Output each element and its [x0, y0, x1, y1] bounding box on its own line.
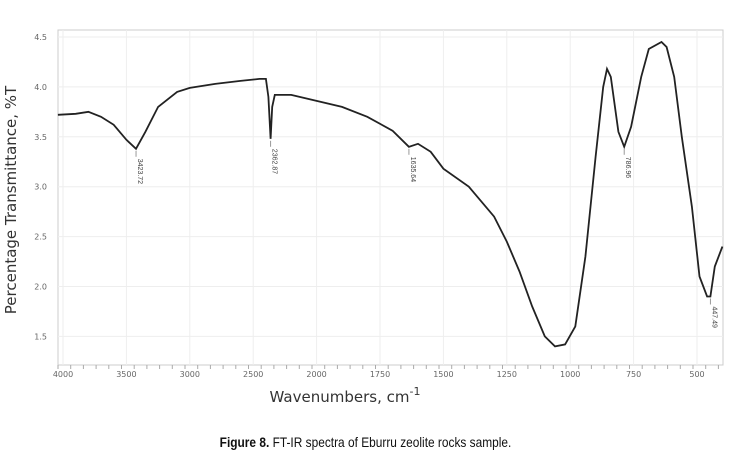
peak-label: 3423.72 — [136, 159, 143, 184]
x-tick-label: 2500 — [243, 370, 263, 379]
x-tick-label: 3500 — [116, 370, 136, 379]
plot-area — [57, 29, 724, 366]
peak-label: 2362.87 — [271, 149, 278, 174]
x-tick-label: 500 — [689, 370, 704, 379]
peak-label: 786.96 — [624, 157, 631, 179]
peak-label: 447.49 — [710, 306, 717, 328]
x-axis-label: Wavenumbers, cm-1 — [270, 385, 421, 406]
y-axis-label: Percentage Transmittance, %T — [2, 85, 20, 314]
x-tick-label: 750 — [626, 370, 641, 379]
ftir-chart: 4000 3500 3000 2500 2000 1750 1500 1250 1000 750 5… — [2, 29, 724, 406]
x-tick-label: 1250 — [497, 370, 517, 379]
x-tick-label: 4000 — [53, 370, 73, 379]
x-tick-label: 3000 — [180, 370, 200, 379]
figure-caption: Figure 8. FT-IR spectra of Eburru zeolit… — [55, 434, 676, 450]
y-tick-label: 2.5 — [34, 233, 47, 242]
spectrum-line — [57, 40, 724, 348]
x-tick-label: 1750 — [370, 370, 390, 379]
y-tick-label: 2.0 — [34, 283, 47, 292]
x-tick-label: 1000 — [560, 370, 580, 379]
y-tick-label: 4.5 — [34, 33, 47, 42]
figure-number: Figure 8. — [219, 434, 270, 450]
caption-text: FT-IR spectra of Eburru zeolite rocks sa… — [269, 434, 512, 450]
y-tick-label: 3.0 — [34, 183, 47, 192]
peak-label: 1635.64 — [409, 157, 416, 182]
x-tick-label: 2000 — [306, 370, 326, 379]
y-tick-label: 3.5 — [34, 133, 47, 142]
x-tick-label: 1500 — [433, 370, 453, 379]
y-tick-label: 4.0 — [34, 83, 47, 92]
y-tick-label: 1.5 — [34, 332, 47, 341]
